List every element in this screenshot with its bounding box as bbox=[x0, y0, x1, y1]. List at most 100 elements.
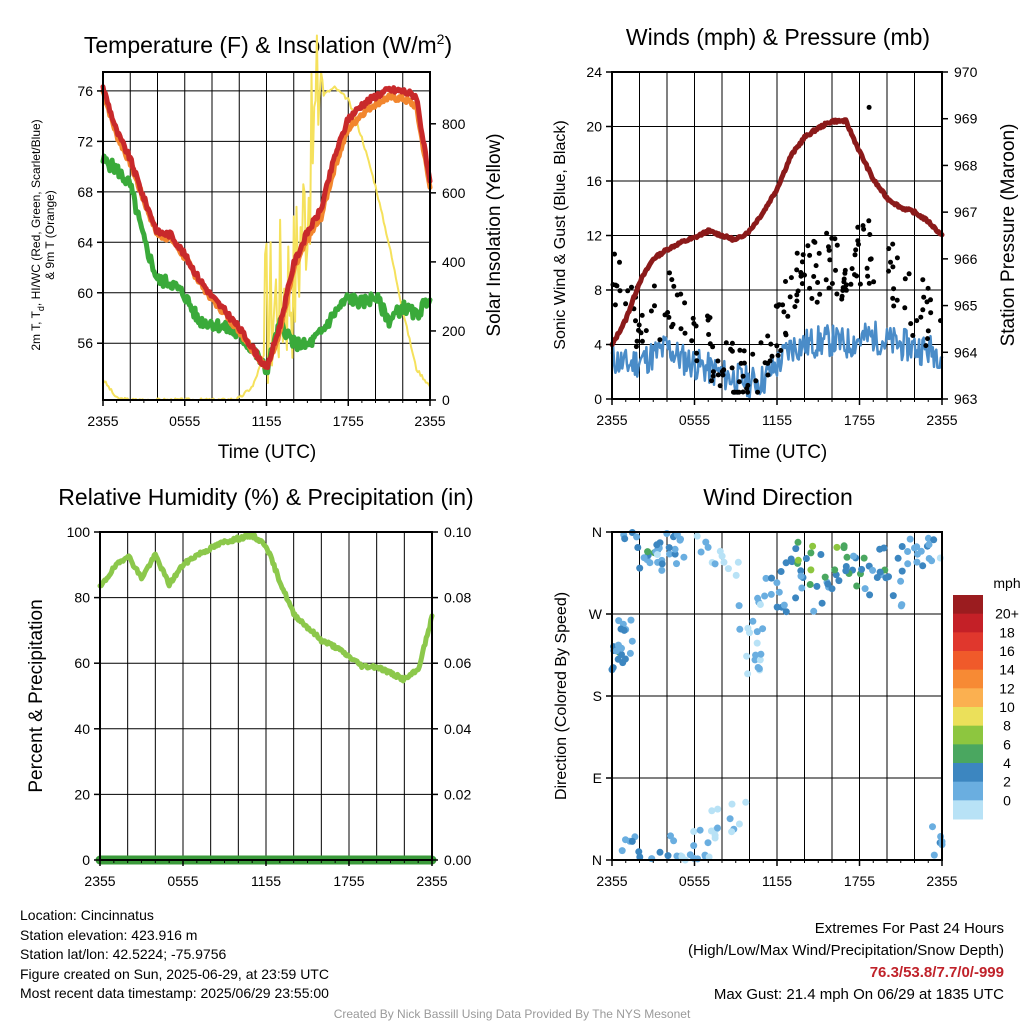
gust-point bbox=[794, 250, 800, 256]
direction-point bbox=[858, 565, 866, 573]
gust-point bbox=[694, 358, 700, 364]
gust-point bbox=[682, 330, 688, 336]
gust-point bbox=[902, 305, 908, 311]
direction-point bbox=[843, 553, 851, 561]
gust-point bbox=[816, 250, 822, 256]
direction-point bbox=[777, 568, 785, 575]
direction-point bbox=[728, 828, 736, 836]
temp-ylabel: 2m T, Td, HI/WC (Red, Green, Scarlet/Blu… bbox=[29, 119, 46, 350]
y2-tick-label: 968 bbox=[954, 157, 978, 173]
x-tick-label: 2355 bbox=[87, 413, 118, 429]
wind-pressure-panel: Winds (mph) & Pressure (mb) Sonic Wind &… bbox=[552, 24, 1019, 463]
gust-point bbox=[814, 299, 820, 305]
gust-point bbox=[670, 321, 676, 327]
colorbar-segment bbox=[953, 781, 983, 801]
gust-point bbox=[829, 281, 835, 286]
y2-tick-label: 964 bbox=[954, 344, 978, 360]
direction-point bbox=[833, 543, 841, 551]
direction-point bbox=[728, 800, 736, 808]
direction-point bbox=[744, 670, 752, 678]
gust-point bbox=[920, 277, 926, 283]
direction-point bbox=[917, 547, 925, 555]
gust-point bbox=[783, 279, 788, 284]
gust-point bbox=[617, 259, 622, 265]
direction-point bbox=[735, 820, 743, 828]
gust-point bbox=[720, 372, 726, 378]
direction-point bbox=[648, 855, 656, 863]
direction-point bbox=[746, 629, 753, 637]
direction-point bbox=[635, 848, 643, 856]
extremes-values: 76.3/53.8/7.7/0/-999 bbox=[869, 964, 1004, 981]
gust-point bbox=[723, 340, 729, 346]
gust-point bbox=[805, 243, 811, 249]
gust-point bbox=[794, 267, 800, 273]
direction-point bbox=[724, 565, 732, 573]
y2-tick-label: 0.00 bbox=[444, 852, 471, 868]
recent-text: Most recent data timestamp: 2025/06/29 2… bbox=[20, 985, 329, 1001]
gust-point bbox=[710, 373, 716, 379]
direction-point bbox=[628, 837, 636, 845]
credit-text: Created By Nick Bassill Using Data Provi… bbox=[333, 1007, 691, 1021]
y-tick-label: 40 bbox=[74, 721, 90, 737]
gust-point bbox=[753, 378, 759, 384]
gust-point bbox=[833, 267, 838, 273]
gust-point bbox=[842, 267, 848, 273]
gust-point bbox=[888, 259, 893, 265]
gust-point bbox=[783, 330, 788, 336]
gust-point bbox=[740, 373, 746, 379]
direction-point bbox=[732, 571, 740, 579]
gust-point bbox=[923, 343, 929, 349]
direction-point bbox=[869, 566, 877, 574]
gust-point bbox=[738, 360, 744, 366]
gust-point bbox=[906, 271, 912, 277]
gust-point bbox=[776, 302, 782, 308]
gust-point bbox=[629, 284, 634, 290]
y2-tick-label: 0.02 bbox=[444, 786, 471, 802]
direction-point bbox=[818, 599, 826, 607]
colorbar-label: 12 bbox=[999, 680, 1015, 696]
gust-point bbox=[612, 251, 617, 257]
direction-point bbox=[653, 551, 661, 558]
gust-point bbox=[648, 308, 654, 314]
y-tick-label: 8 bbox=[594, 282, 602, 298]
gust-point bbox=[908, 321, 914, 327]
y-tick-label: 12 bbox=[586, 228, 602, 244]
gust-point bbox=[639, 312, 645, 318]
y-tick-label: N bbox=[592, 524, 602, 540]
direction-point bbox=[749, 617, 757, 625]
gust-point bbox=[652, 303, 657, 309]
gust-point bbox=[705, 313, 710, 319]
gust-point bbox=[824, 230, 830, 236]
x-tick-label: 2355 bbox=[926, 412, 957, 428]
direction-point bbox=[898, 543, 906, 550]
direction-point bbox=[780, 601, 788, 609]
gust-point bbox=[834, 291, 840, 297]
gust-point bbox=[709, 378, 715, 384]
y2-tick-label: 0.06 bbox=[444, 655, 471, 671]
direction-point bbox=[711, 560, 719, 568]
gust-point bbox=[769, 353, 775, 359]
direction-point bbox=[627, 616, 635, 624]
x-tick-label: 2355 bbox=[416, 873, 447, 889]
gust-point bbox=[706, 332, 712, 337]
direction-point bbox=[824, 580, 832, 588]
max-gust-point bbox=[866, 104, 872, 110]
colorbar-segment bbox=[953, 688, 983, 708]
direction-point bbox=[806, 581, 814, 588]
direction-point bbox=[840, 544, 848, 552]
direction-point bbox=[794, 556, 802, 564]
direction-point bbox=[759, 625, 767, 633]
y-tick-label: 0 bbox=[82, 852, 90, 868]
gust-point bbox=[853, 247, 859, 253]
humidity-precip-panel: Relative Humidity (%) & Precipitation (i… bbox=[26, 484, 474, 889]
y-tick-label: 20 bbox=[586, 119, 602, 135]
direction-point bbox=[667, 832, 674, 840]
temp-y2label: Solar Insolation (Yellow) bbox=[484, 133, 505, 336]
y2-tick-label: 966 bbox=[954, 251, 978, 267]
location-text: Location: Cincinnatus bbox=[20, 907, 154, 923]
gust-point bbox=[732, 389, 738, 395]
direction-point bbox=[753, 628, 761, 636]
gust-point bbox=[717, 383, 723, 389]
y2-tick-label: 963 bbox=[954, 391, 978, 407]
gust-point bbox=[765, 360, 771, 366]
